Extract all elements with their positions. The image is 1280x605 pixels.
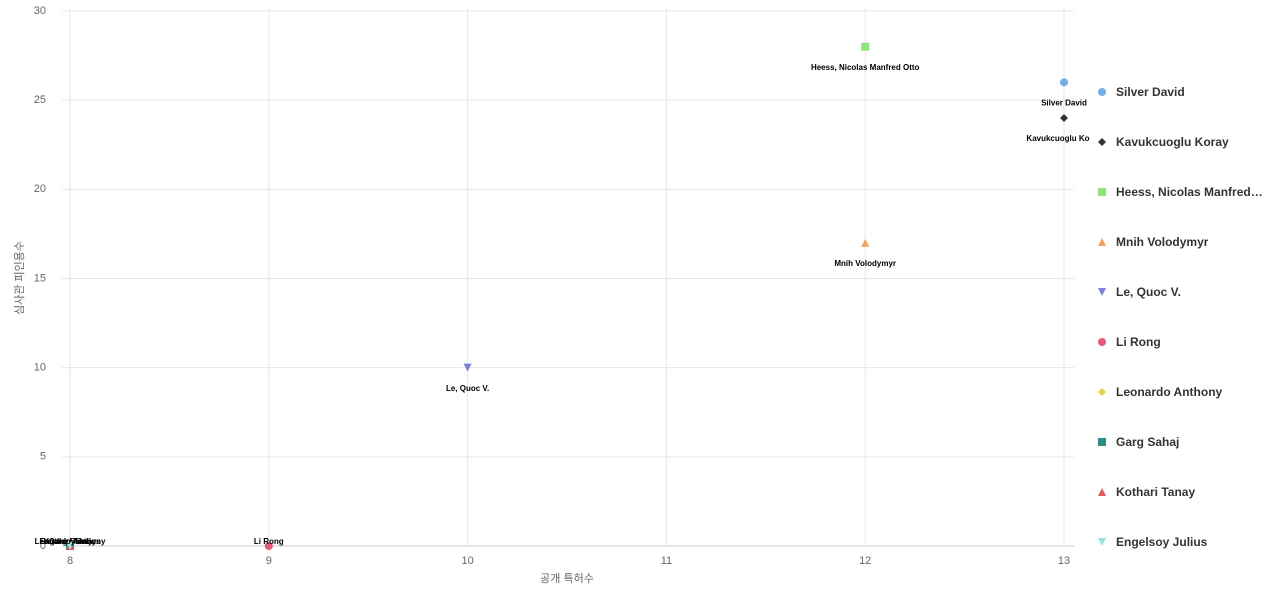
legend-item[interactable]: Mnih Volodymyr	[1096, 217, 1276, 267]
legend-item[interactable]: Garg Sahaj	[1096, 417, 1276, 467]
legend-marker	[1098, 138, 1106, 146]
legend-label: Silver David	[1116, 85, 1185, 99]
data-label: Engelsoy Julius	[40, 537, 101, 546]
data-label: Leonardo Anthony	[35, 537, 106, 546]
x-axis-label: 공개 특허수	[540, 572, 594, 585]
legend-marker	[1098, 438, 1106, 446]
marker	[861, 238, 870, 247]
marker	[1098, 138, 1106, 146]
legend-item[interactable]: Kothari Tanay	[1096, 467, 1276, 517]
legend-item[interactable]: Leonardo Anthony	[1096, 367, 1276, 417]
marker	[1098, 438, 1106, 446]
marker	[463, 363, 472, 372]
marker	[1060, 78, 1068, 87]
marker	[1098, 238, 1106, 246]
data-label: Heess, Nicolas Manfred Otto	[811, 63, 920, 72]
y-tick-label: 5	[40, 451, 46, 463]
legend-label: Li Rong	[1116, 335, 1161, 349]
x-tick-label: 9	[266, 555, 272, 567]
legend-label: Kavukcuoglu Koray	[1116, 135, 1229, 149]
legend-label: Kothari Tanay	[1116, 485, 1196, 499]
legend-marker	[1098, 488, 1106, 496]
legend: Silver David Kavukcuoglu Koray Heess, Nico…	[1096, 67, 1276, 567]
legend-label: Garg Sahaj	[1116, 435, 1180, 449]
data-label: Garg Sahaj	[49, 537, 91, 546]
legend-marker	[1098, 538, 1106, 546]
y-tick-label: 15	[34, 272, 46, 284]
legend-label: Le, Quoc V.	[1116, 285, 1181, 299]
marker	[1098, 288, 1106, 296]
data-label: Silver David	[1041, 98, 1087, 107]
legend-label: Leonardo Anthony	[1116, 385, 1223, 399]
marker	[1098, 488, 1106, 496]
data-label: Kavukcuoglu Koray	[1026, 134, 1090, 143]
legend-label: Heess, Nicolas Manfred Otto	[1116, 185, 1264, 199]
data-label: Mnih Volodymyr	[834, 259, 896, 268]
y-tick-label: 30	[34, 5, 46, 17]
legend-item[interactable]: Engelsoy Julius	[1096, 517, 1276, 567]
chart: 공개 특허수 심사관 피인용수 0 5 10 15 20 25 30 8 9 10 11 12 13 Si…	[13, 5, 1102, 585]
legend-marker	[1098, 238, 1106, 246]
legend-marker	[1098, 188, 1106, 196]
legend-marker	[1098, 88, 1106, 96]
marker	[1098, 538, 1106, 546]
y-axis-label: 심사관 피인용수	[13, 241, 26, 315]
legend-item[interactable]: Kavukcuoglu Koray	[1096, 117, 1276, 167]
legend-marker	[1098, 288, 1106, 296]
marker	[1098, 388, 1106, 396]
data-label: Le, Quoc V.	[446, 384, 489, 393]
x-tick-label: 12	[859, 555, 871, 567]
x-tick-label: 10	[461, 555, 473, 567]
legend-marker	[1098, 388, 1106, 396]
marker	[1098, 88, 1106, 96]
legend-label: Engelsoy Julius	[1116, 535, 1208, 549]
marker	[1098, 188, 1106, 196]
y-tick-label: 20	[34, 183, 46, 195]
marker	[66, 542, 74, 550]
legend-item[interactable]: Li Rong	[1096, 317, 1276, 367]
legend-item[interactable]: Silver David	[1096, 67, 1276, 117]
legend-label: Mnih Volodymyr	[1116, 235, 1209, 249]
data-label: Kothari Tanay	[44, 537, 97, 546]
y-tick-label: 10	[34, 362, 46, 374]
legend-item[interactable]: Heess, Nicolas Manfred Otto	[1096, 167, 1276, 217]
marker	[1098, 338, 1106, 346]
marker	[1060, 114, 1068, 122]
legend-marker	[1098, 338, 1106, 346]
marker	[264, 542, 273, 550]
legend-item[interactable]: Le, Quoc V.	[1096, 267, 1276, 317]
data-label: Li Rong	[254, 537, 284, 546]
x-tick-label: 8	[67, 555, 73, 567]
x-tick-label: 13	[1058, 555, 1070, 567]
marker	[861, 42, 870, 51]
y-tick-label: 25	[34, 94, 46, 106]
y-tick-label: 0	[40, 540, 46, 552]
x-tick-label: 11	[661, 555, 672, 567]
